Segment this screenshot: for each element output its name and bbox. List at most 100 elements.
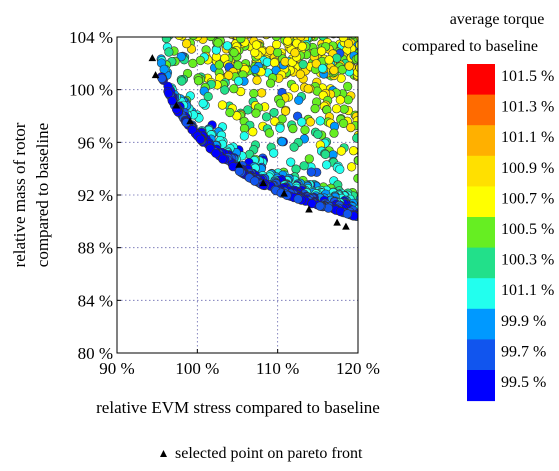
selected-point-marker bbox=[148, 54, 157, 62]
scatter-point bbox=[286, 157, 296, 167]
colorbar-label: 99.9 % bbox=[501, 313, 546, 330]
scatter-point bbox=[188, 37, 198, 40]
scatter-point bbox=[300, 27, 309, 36]
scatter-point bbox=[276, 98, 286, 108]
scatter-point bbox=[266, 78, 276, 88]
y-tick-label: 88 % bbox=[78, 239, 113, 258]
scatter-point bbox=[269, 148, 279, 158]
scatter-point bbox=[283, 37, 293, 46]
scatter-point bbox=[225, 107, 235, 118]
y-axis-ticks: 80 % 84 % 88 % 92 % 96 % 100 % 104 % bbox=[69, 28, 121, 363]
colorbar-swatch bbox=[467, 155, 495, 187]
scatter-point bbox=[315, 201, 325, 211]
scatter-point bbox=[206, 37, 216, 42]
scatter-point bbox=[357, 37, 358, 38]
colorbar-label: 99.5 % bbox=[501, 374, 546, 391]
scatter-point bbox=[332, 104, 342, 114]
scatter-point bbox=[311, 59, 321, 69]
scatter-point bbox=[342, 209, 353, 219]
scatter-point bbox=[250, 176, 260, 186]
colorbar-label: 100.5 % bbox=[501, 221, 554, 238]
y-tick-label: 104 % bbox=[69, 28, 113, 47]
scatter-point bbox=[332, 53, 342, 63]
scatter-points bbox=[156, 26, 358, 221]
scatter-point bbox=[167, 96, 177, 106]
colorbar-label: 100.3 % bbox=[501, 252, 554, 269]
scatter-point bbox=[288, 124, 298, 134]
scatter-point bbox=[355, 63, 358, 72]
scatter-point bbox=[297, 41, 307, 52]
scatter-point bbox=[305, 117, 316, 127]
colorbar-label: 101.1 % bbox=[501, 129, 554, 146]
x-tick-label: 100 % bbox=[175, 359, 219, 378]
scatter-point bbox=[289, 142, 299, 152]
y-tick-label: 96 % bbox=[78, 133, 113, 152]
scatter-point bbox=[269, 58, 280, 68]
scatter-point bbox=[297, 117, 307, 127]
scatter-point bbox=[239, 131, 249, 141]
scatter-point bbox=[164, 88, 174, 98]
scatter-point bbox=[257, 88, 267, 98]
scatter-point bbox=[266, 37, 273, 38]
scatter-point bbox=[195, 134, 205, 144]
colorbar-label: 100.9 % bbox=[501, 160, 554, 177]
scatter-point bbox=[310, 37, 317, 38]
scatter-point bbox=[217, 100, 227, 110]
scatter-point bbox=[234, 76, 244, 86]
scatter-point bbox=[233, 60, 243, 70]
colorbar-label: 101.1 % bbox=[501, 282, 554, 299]
scatter-point bbox=[345, 26, 354, 35]
selected-point-marker bbox=[333, 218, 341, 226]
scatter-point bbox=[187, 37, 192, 38]
scatter-point bbox=[174, 37, 184, 40]
x-axis-ticks: 90 % 100 % 110 % 120 % bbox=[99, 349, 380, 378]
scatter-point bbox=[353, 53, 358, 63]
selected-points bbox=[148, 54, 350, 230]
selected-point-marker bbox=[280, 189, 288, 197]
selected-point-marker bbox=[172, 101, 181, 109]
y-axis-label: relative mass of rotor compared to basel… bbox=[10, 122, 52, 267]
scatter-point bbox=[324, 55, 334, 65]
scatter-point bbox=[313, 129, 323, 139]
scatter-point bbox=[343, 39, 354, 49]
scatter-point bbox=[261, 112, 272, 122]
x-tick-label: 90 % bbox=[99, 359, 134, 378]
legend-triangle-icon bbox=[160, 450, 167, 457]
colorbar-label: 101.3 % bbox=[501, 99, 554, 116]
colorbar-swatch bbox=[467, 186, 495, 218]
scatter-point bbox=[275, 123, 285, 133]
y-axis-label-line-1: relative mass of rotor bbox=[10, 122, 29, 267]
scatter-point bbox=[163, 26, 172, 35]
scatter-point bbox=[310, 103, 320, 114]
selected-point-marker bbox=[259, 179, 268, 187]
scatter-point bbox=[218, 154, 228, 164]
scatter-point bbox=[226, 27, 235, 36]
scatter-point bbox=[234, 166, 244, 176]
scatter-point bbox=[306, 167, 316, 177]
scatter-point bbox=[187, 125, 197, 135]
colorbar-label: 99.7 % bbox=[501, 343, 546, 360]
colorbar-swatch bbox=[467, 94, 495, 126]
y-axis-label-line-2: compared to baseline bbox=[33, 123, 52, 267]
scatter-point bbox=[335, 164, 345, 174]
scatter-point bbox=[222, 41, 232, 51]
scatter-point bbox=[252, 75, 262, 85]
scatter-point bbox=[251, 40, 261, 50]
scatter-point bbox=[335, 95, 345, 105]
scatter-point bbox=[229, 47, 239, 58]
scatter-point bbox=[322, 160, 332, 170]
y-tick-label: 92 % bbox=[78, 186, 113, 205]
scatter-point bbox=[264, 128, 275, 138]
scatter-point bbox=[157, 73, 167, 83]
scatter-point bbox=[315, 116, 325, 126]
scatter-point bbox=[293, 194, 303, 204]
colorbar-swatch bbox=[467, 370, 495, 402]
y-tick-label: 80 % bbox=[78, 344, 113, 363]
scatter-point bbox=[300, 125, 310, 135]
scatter-point bbox=[295, 26, 304, 35]
x-tick-label: 110 % bbox=[256, 359, 299, 378]
selected-point-marker bbox=[305, 205, 313, 213]
scatter-point bbox=[277, 137, 287, 147]
scatter-point bbox=[211, 148, 221, 158]
scatter-point bbox=[229, 84, 239, 94]
